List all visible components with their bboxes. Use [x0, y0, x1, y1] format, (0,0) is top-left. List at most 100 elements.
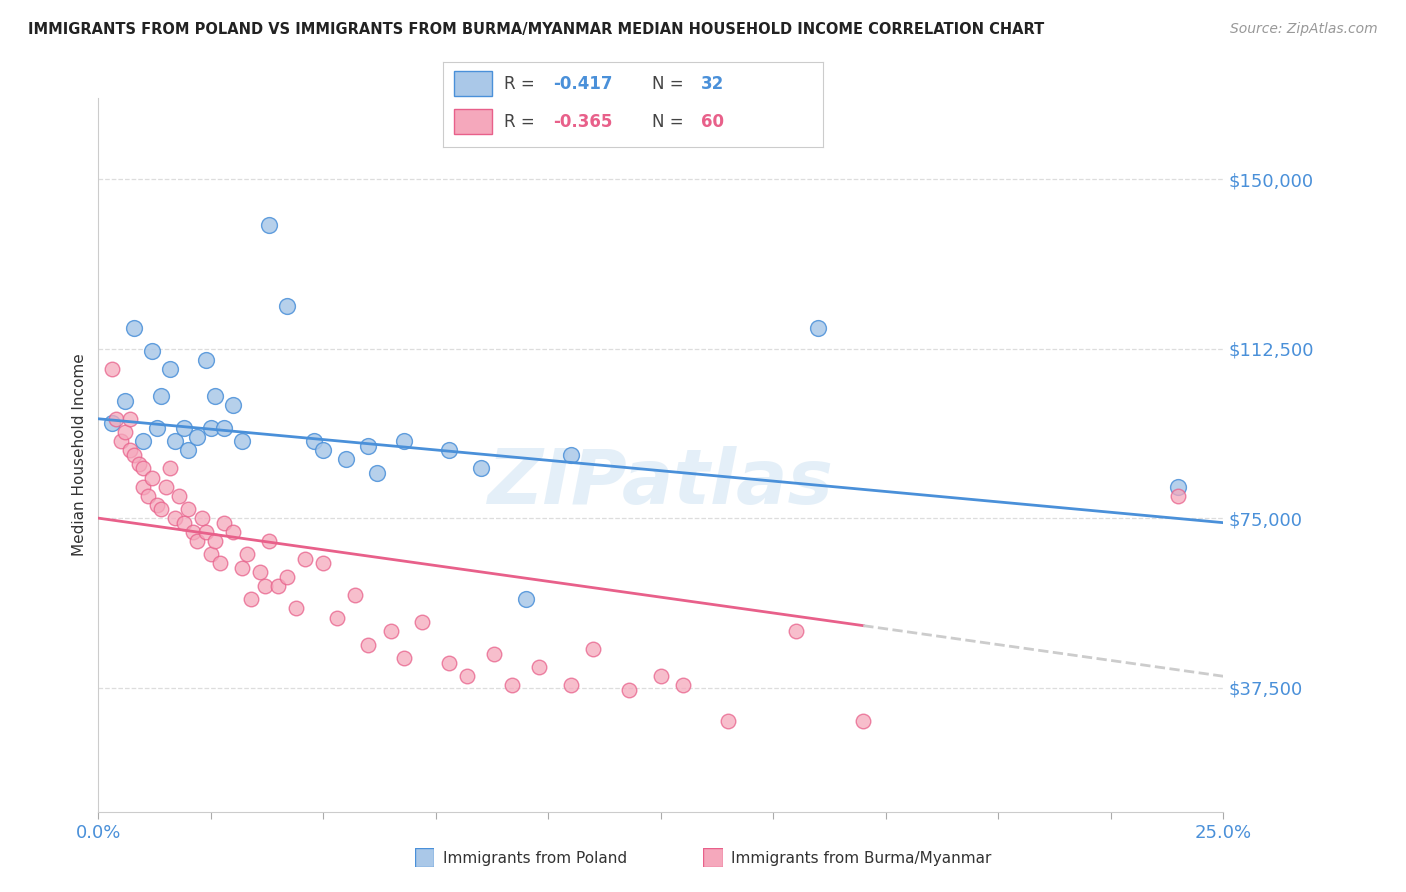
Point	[259, 533, 281, 548]
Point	[163, 511, 186, 525]
Point	[253, 579, 276, 593]
Point	[343, 588, 366, 602]
Point	[186, 533, 208, 548]
Point	[807, 321, 830, 335]
Point	[304, 434, 326, 449]
FancyBboxPatch shape	[703, 848, 723, 867]
Point	[380, 624, 402, 638]
Point	[470, 461, 492, 475]
Point	[114, 425, 136, 440]
Point	[240, 592, 263, 607]
Point	[785, 624, 807, 638]
Point	[163, 434, 186, 449]
Point	[267, 579, 290, 593]
Point	[335, 452, 357, 467]
Point	[159, 362, 181, 376]
Point	[150, 502, 173, 516]
Point	[132, 461, 155, 475]
Point	[312, 443, 335, 458]
Point	[146, 498, 169, 512]
Point	[439, 443, 461, 458]
Point	[582, 642, 605, 657]
Point	[141, 344, 163, 359]
Point	[276, 570, 298, 584]
Text: -0.365: -0.365	[553, 112, 613, 131]
Point	[204, 389, 226, 403]
Point	[181, 524, 204, 539]
Point	[394, 651, 416, 665]
Point	[214, 516, 236, 530]
Point	[141, 470, 163, 484]
Point	[231, 561, 253, 575]
Point	[114, 393, 136, 408]
Point	[276, 299, 298, 313]
Point	[366, 466, 388, 480]
Point	[357, 439, 380, 453]
FancyBboxPatch shape	[454, 71, 492, 96]
Point	[214, 421, 236, 435]
Point	[560, 678, 582, 692]
Text: IMMIGRANTS FROM POLAND VS IMMIGRANTS FROM BURMA/MYANMAR MEDIAN HOUSEHOLD INCOME : IMMIGRANTS FROM POLAND VS IMMIGRANTS FRO…	[28, 22, 1045, 37]
Point	[285, 601, 308, 615]
Point	[249, 566, 271, 580]
Text: R =: R =	[503, 112, 540, 131]
Point	[200, 547, 222, 561]
Point	[259, 218, 281, 232]
Point	[101, 362, 124, 376]
Point	[619, 682, 641, 697]
Point	[200, 421, 222, 435]
Point	[110, 434, 132, 449]
Point	[169, 489, 191, 503]
Point	[326, 610, 349, 624]
Point	[650, 669, 672, 683]
Point	[501, 678, 523, 692]
Point	[294, 551, 316, 566]
Point	[173, 421, 195, 435]
Point	[515, 592, 537, 607]
Point	[101, 417, 124, 431]
Text: 32: 32	[702, 75, 724, 93]
Point	[118, 411, 141, 425]
FancyBboxPatch shape	[415, 848, 434, 867]
Point	[132, 479, 155, 493]
Point	[195, 524, 218, 539]
Point	[124, 321, 146, 335]
Point	[186, 430, 208, 444]
Text: N =: N =	[652, 75, 689, 93]
Point	[236, 547, 259, 561]
Text: N =: N =	[652, 112, 689, 131]
Text: Immigrants from Poland: Immigrants from Poland	[443, 851, 627, 865]
Point	[105, 411, 128, 425]
Point	[191, 511, 214, 525]
Point	[118, 443, 141, 458]
Point	[222, 524, 245, 539]
Point	[1167, 479, 1189, 493]
Point	[204, 533, 226, 548]
Point	[357, 638, 380, 652]
Point	[155, 479, 177, 493]
Point	[146, 421, 169, 435]
Point	[150, 389, 173, 403]
Point	[672, 678, 695, 692]
Point	[231, 434, 253, 449]
Point	[312, 557, 335, 571]
Point	[124, 448, 146, 462]
Point	[456, 669, 478, 683]
Text: R =: R =	[503, 75, 540, 93]
Point	[208, 557, 231, 571]
Y-axis label: Median Household Income: Median Household Income	[72, 353, 87, 557]
Point	[560, 448, 582, 462]
Point	[195, 353, 218, 368]
Point	[529, 660, 551, 674]
Text: Immigrants from Burma/Myanmar: Immigrants from Burma/Myanmar	[731, 851, 991, 865]
Text: -0.417: -0.417	[553, 75, 613, 93]
Point	[159, 461, 181, 475]
Text: ZIPatlas: ZIPatlas	[488, 447, 834, 520]
Point	[1167, 489, 1189, 503]
Point	[852, 714, 875, 729]
Point	[484, 647, 506, 661]
Point	[411, 615, 433, 629]
Point	[394, 434, 416, 449]
Point	[177, 443, 200, 458]
Point	[128, 457, 150, 471]
